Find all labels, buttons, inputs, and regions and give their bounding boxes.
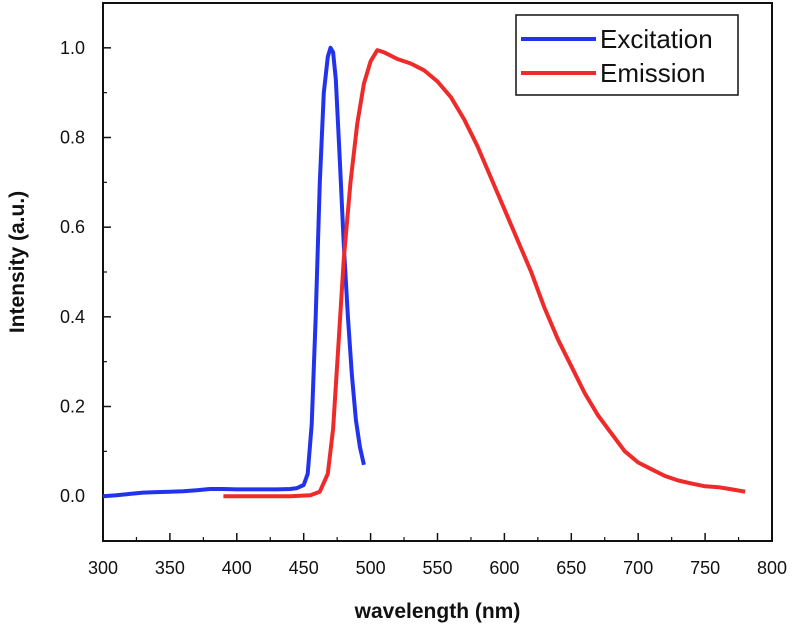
legend-box xyxy=(515,14,739,96)
y-tick-label: 0.0 xyxy=(60,486,85,506)
x-tick-label: 650 xyxy=(556,558,586,578)
series-layer xyxy=(102,45,746,499)
series-line-emission xyxy=(223,48,746,499)
series-line-excitation xyxy=(102,45,366,499)
x-tick-label: 800 xyxy=(757,558,787,578)
x-axis-title: wavelength (nm) xyxy=(354,600,521,623)
x-tick-label: 550 xyxy=(422,558,452,578)
y-tick-label: 0.6 xyxy=(60,217,85,237)
x-axis-ticks: 300 350 400 450 500 550 600 650 700 750 800 xyxy=(88,533,787,578)
x-tick-label: 600 xyxy=(489,558,519,578)
y-axis-title: Intensity (a.u.) xyxy=(6,191,29,333)
legend-label-excitation: Excitation xyxy=(600,24,713,54)
x-tick-label: 700 xyxy=(623,558,653,578)
x-tick-label: 450 xyxy=(289,558,319,578)
x-tick-label: 400 xyxy=(222,558,252,578)
y-tick-label: 0.4 xyxy=(60,307,85,327)
x-tick-label: 500 xyxy=(356,558,386,578)
x-tick-label: 750 xyxy=(690,558,720,578)
y-tick-label: 1.0 xyxy=(60,38,85,58)
x-tick-label: 300 xyxy=(88,558,118,578)
y-tick-label: 0.8 xyxy=(60,128,85,148)
legend: Excitation Emission xyxy=(515,14,739,96)
y-tick-label: 0.2 xyxy=(60,397,85,417)
x-tick-label: 350 xyxy=(155,558,185,578)
legend-label-emission: Emission xyxy=(600,58,705,88)
